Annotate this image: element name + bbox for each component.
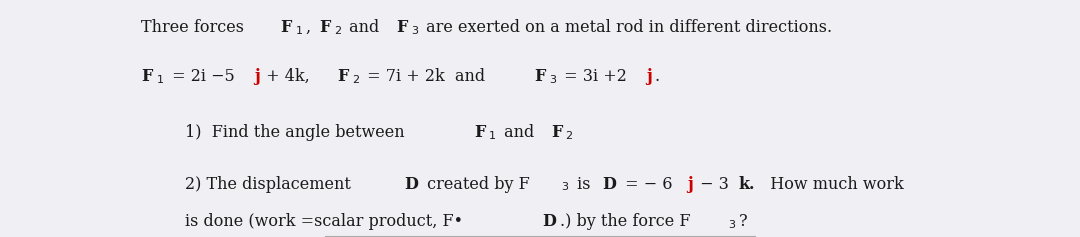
Text: $_2$: $_2$ — [566, 125, 573, 142]
Text: D: D — [405, 176, 418, 193]
Text: $_2$: $_2$ — [352, 69, 360, 86]
Text: F: F — [474, 124, 485, 141]
Text: D: D — [542, 213, 556, 230]
Text: .: . — [654, 68, 659, 85]
Text: j: j — [254, 68, 259, 85]
Text: ?: ? — [739, 213, 747, 230]
Text: $_3$: $_3$ — [549, 69, 557, 86]
Text: $_3$: $_3$ — [728, 214, 737, 231]
Text: = 7i + 2k  and: = 7i + 2k and — [362, 68, 496, 85]
Text: = − 6: = − 6 — [620, 176, 673, 193]
Text: is: is — [571, 176, 595, 193]
Text: j: j — [688, 176, 693, 193]
Text: F: F — [337, 68, 349, 85]
Text: F: F — [551, 124, 563, 141]
Text: Three forces: Three forces — [141, 19, 249, 36]
Text: F: F — [396, 19, 407, 36]
Text: F: F — [281, 19, 292, 36]
Text: + 4k,: + 4k, — [261, 68, 321, 85]
Text: $_3$: $_3$ — [562, 177, 569, 193]
Text: $_1$: $_1$ — [157, 69, 164, 86]
Text: and: and — [343, 19, 384, 36]
Text: = 3i +2: = 3i +2 — [559, 68, 627, 85]
Text: is done (work =scalar product, F•: is done (work =scalar product, F• — [185, 213, 462, 230]
Text: .) by the force F: .) by the force F — [561, 213, 691, 230]
Text: 1)  Find the angle between: 1) Find the angle between — [185, 124, 409, 141]
Text: F: F — [534, 68, 545, 85]
Text: $_3$: $_3$ — [410, 19, 419, 36]
Text: ,: , — [306, 19, 316, 36]
Text: F: F — [319, 19, 330, 36]
Text: $_2$: $_2$ — [334, 19, 341, 36]
Text: are exerted on a metal rod in different directions.: are exerted on a metal rod in different … — [421, 19, 833, 36]
Text: 2) The displacement: 2) The displacement — [185, 176, 355, 193]
Text: $_1$: $_1$ — [488, 125, 497, 142]
Text: F: F — [141, 68, 152, 85]
Text: D: D — [603, 176, 616, 193]
Text: $_1$: $_1$ — [295, 19, 303, 36]
Text: j: j — [647, 68, 652, 85]
Text: − 3: − 3 — [696, 176, 729, 193]
Text: created by F: created by F — [422, 176, 530, 193]
Text: and: and — [499, 124, 539, 141]
Text: k.: k. — [739, 176, 755, 193]
Text: = 2i −5: = 2i −5 — [166, 68, 234, 85]
Text: How much work: How much work — [760, 176, 904, 193]
